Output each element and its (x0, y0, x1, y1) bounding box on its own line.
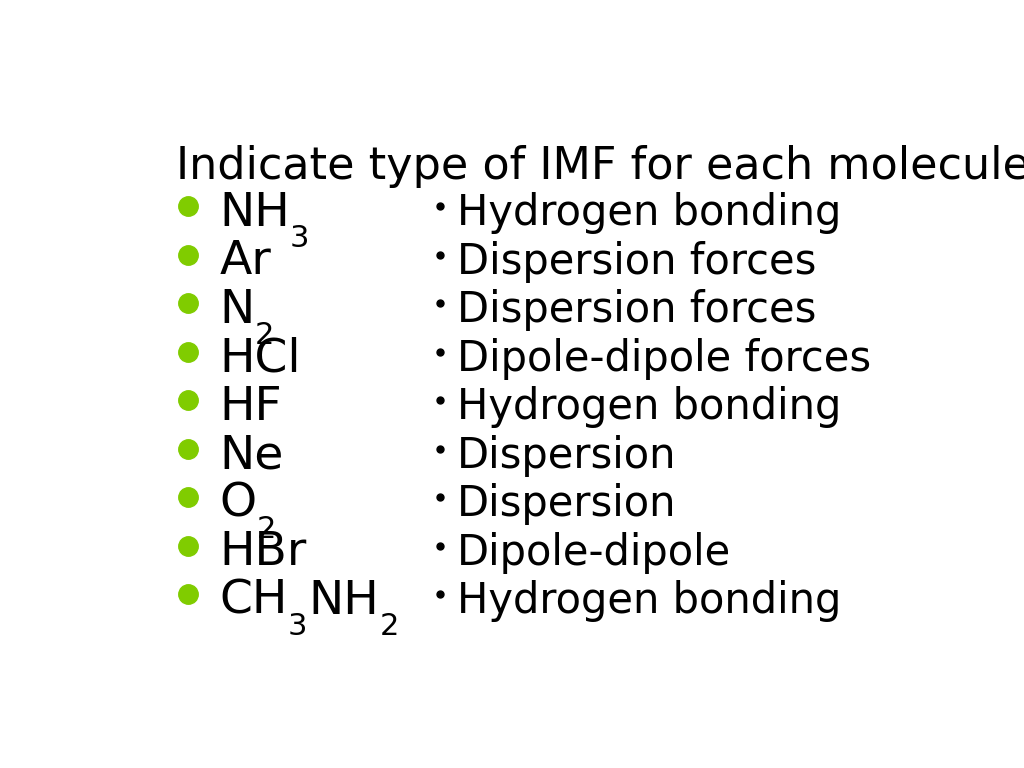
Text: 3: 3 (290, 224, 309, 253)
Text: Ar: Ar (219, 240, 271, 284)
Text: Dispersion: Dispersion (458, 483, 677, 525)
Text: HF: HF (219, 385, 282, 430)
Text: CH: CH (219, 579, 288, 624)
Text: 2: 2 (380, 612, 399, 641)
Text: Hydrogen bonding: Hydrogen bonding (458, 193, 842, 234)
Text: Dispersion forces: Dispersion forces (458, 241, 817, 283)
Text: Dispersion forces: Dispersion forces (458, 290, 817, 331)
Text: 2: 2 (255, 322, 273, 350)
Text: Dipole-dipole: Dipole-dipole (458, 531, 731, 574)
Text: 3: 3 (288, 612, 307, 641)
Text: Dispersion: Dispersion (458, 435, 677, 477)
Text: O: O (219, 482, 256, 527)
Text: Hydrogen bonding: Hydrogen bonding (458, 386, 842, 429)
Text: Hydrogen bonding: Hydrogen bonding (458, 581, 842, 622)
Text: 2: 2 (256, 515, 275, 545)
Text: Indicate type of IMF for each molecule:: Indicate type of IMF for each molecule: (176, 145, 1024, 188)
Text: N: N (219, 288, 255, 333)
Text: NH: NH (308, 579, 380, 624)
Text: Ne: Ne (219, 433, 284, 478)
Text: NH: NH (219, 191, 290, 236)
Text: HBr: HBr (219, 531, 306, 575)
Text: HCl: HCl (219, 336, 301, 382)
Text: Dipole-dipole forces: Dipole-dipole forces (458, 338, 871, 380)
